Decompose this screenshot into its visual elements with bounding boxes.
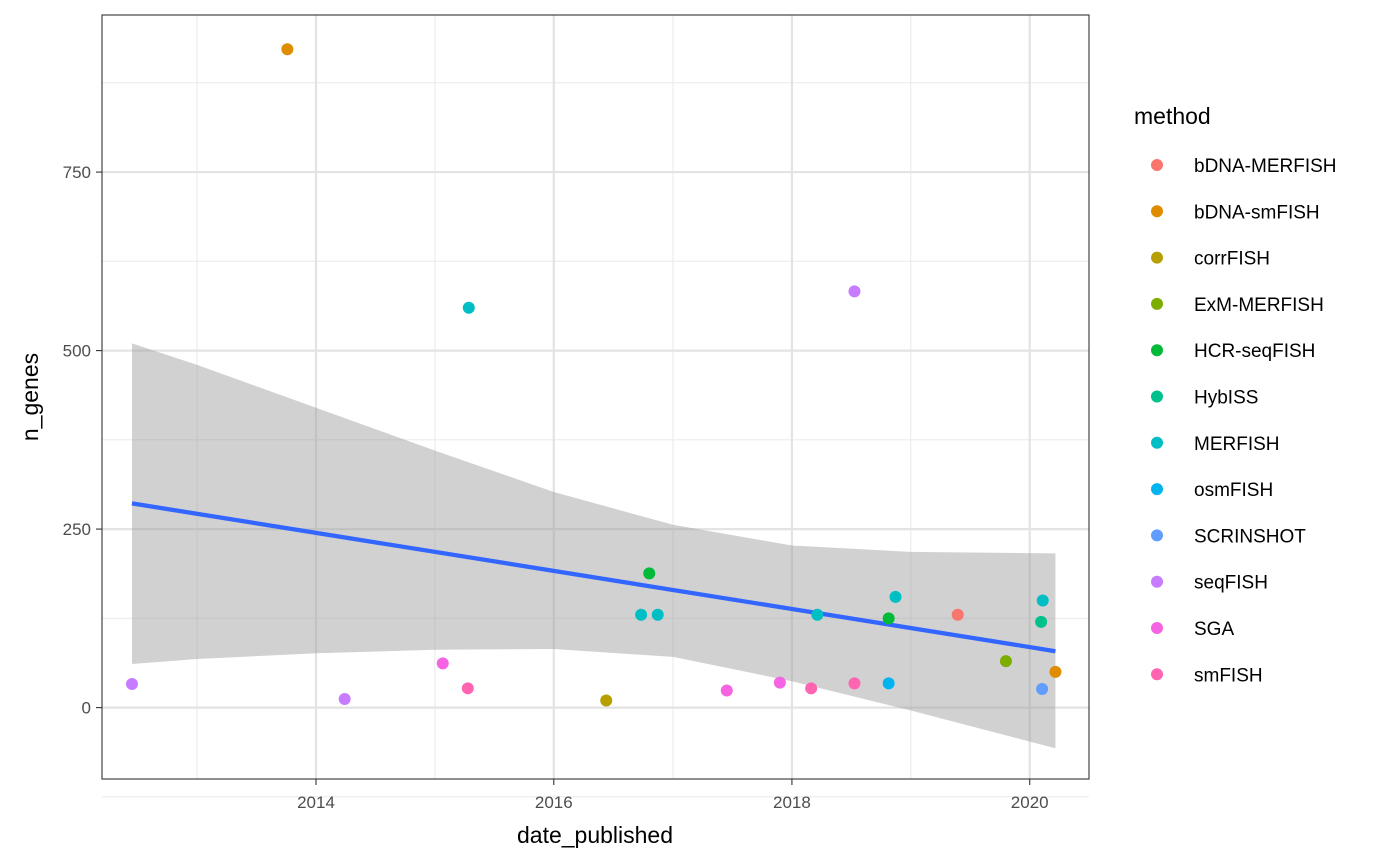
legend-key [1151,529,1163,542]
legend-key [1151,668,1163,681]
y-tick-label: 500 [63,342,91,361]
legend-key [1151,575,1163,588]
legend-label: bDNA-smFISH [1194,202,1320,223]
legend-key [1151,344,1163,357]
data-point [848,285,861,298]
legend-label: smFISH [1194,665,1263,686]
data-point [338,693,351,706]
data-point [643,567,656,580]
data-point [882,677,895,690]
data-point [651,608,664,621]
y-tick-label: 0 [82,699,91,718]
legend-label: SGA [1194,619,1234,640]
data-point [461,682,474,695]
x-tick-label: 2020 [1011,793,1049,812]
confidence-ribbon [132,343,1056,749]
legend-label: osmFISH [1194,480,1273,501]
x-tick-label: 2016 [535,793,573,812]
legend-key [1151,436,1163,449]
x-tick-label: 2018 [773,793,811,812]
y-axis-title: n_genes [17,353,43,441]
data-point [882,612,895,625]
data-point [951,608,964,621]
x-tick-label: 2014 [297,793,335,812]
y-tick-label: 750 [63,163,91,182]
data-point [1036,683,1049,696]
panel-background [102,15,1089,779]
data-point [462,301,475,314]
data-point [1049,665,1062,678]
legend-entries: bDNA-MERFISH bDNA-smFISH corrFISH ExM-MERFI… [1151,156,1337,686]
minor-gridlines [102,15,1089,798]
legend-label: corrFISH [1194,249,1270,270]
legend-key [1151,390,1163,403]
data-point [125,678,138,691]
data-point [805,682,818,695]
data-point [1036,594,1049,607]
legend-key [1151,159,1163,171]
legend-label: SCRINSHOT [1194,526,1306,547]
data-point [281,43,294,56]
trend-line [131,501,1056,654]
legend-key [1151,297,1163,310]
data-point [999,655,1012,668]
data-point [600,694,613,707]
legend-label: ExM-MERFISH [1194,295,1324,316]
data-point [848,677,861,690]
legend-key [1151,483,1163,496]
data-point [635,608,648,621]
legend-label: HCR-seqFISH [1194,341,1315,362]
data-point [773,676,786,689]
legend-key [1151,205,1163,218]
legend-key [1151,251,1163,264]
legend-label: MERFISH [1194,434,1280,455]
panel-border [101,14,1090,780]
legend-label: HybISS [1194,388,1258,409]
data-point [720,684,733,697]
data-point [436,657,449,670]
x-axis-ticks: 2014 2016 2018 2020 [297,779,1049,812]
y-axis-ticks: 0 250 500 750 [63,163,102,718]
legend-title: method [1134,103,1211,129]
data-point [1035,615,1048,628]
data-point [811,608,824,621]
legend-key [1151,622,1163,634]
legend-label: bDNA-MERFISH [1194,156,1337,177]
major-gridlines [102,15,1089,779]
y-tick-label: 250 [63,520,91,539]
data-point [889,590,902,603]
data-points [125,43,1062,707]
legend-label: seqFISH [1194,573,1268,594]
x-axis-title: date_published [517,822,673,848]
legend: method bDNA-MERFISH bDNA-smFISH corrFISH Ex… [1134,103,1337,686]
